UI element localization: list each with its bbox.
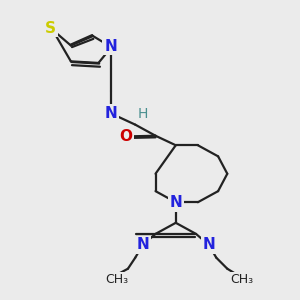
Text: CH₃: CH₃: [105, 273, 128, 286]
Text: N: N: [105, 106, 117, 121]
Text: N: N: [169, 195, 182, 210]
Text: S: S: [45, 21, 56, 36]
Text: N: N: [104, 39, 117, 54]
Text: CH₃: CH₃: [230, 273, 254, 286]
Text: N: N: [136, 238, 149, 253]
Text: H: H: [137, 106, 148, 121]
Text: N: N: [202, 238, 215, 253]
Text: O: O: [119, 129, 132, 144]
